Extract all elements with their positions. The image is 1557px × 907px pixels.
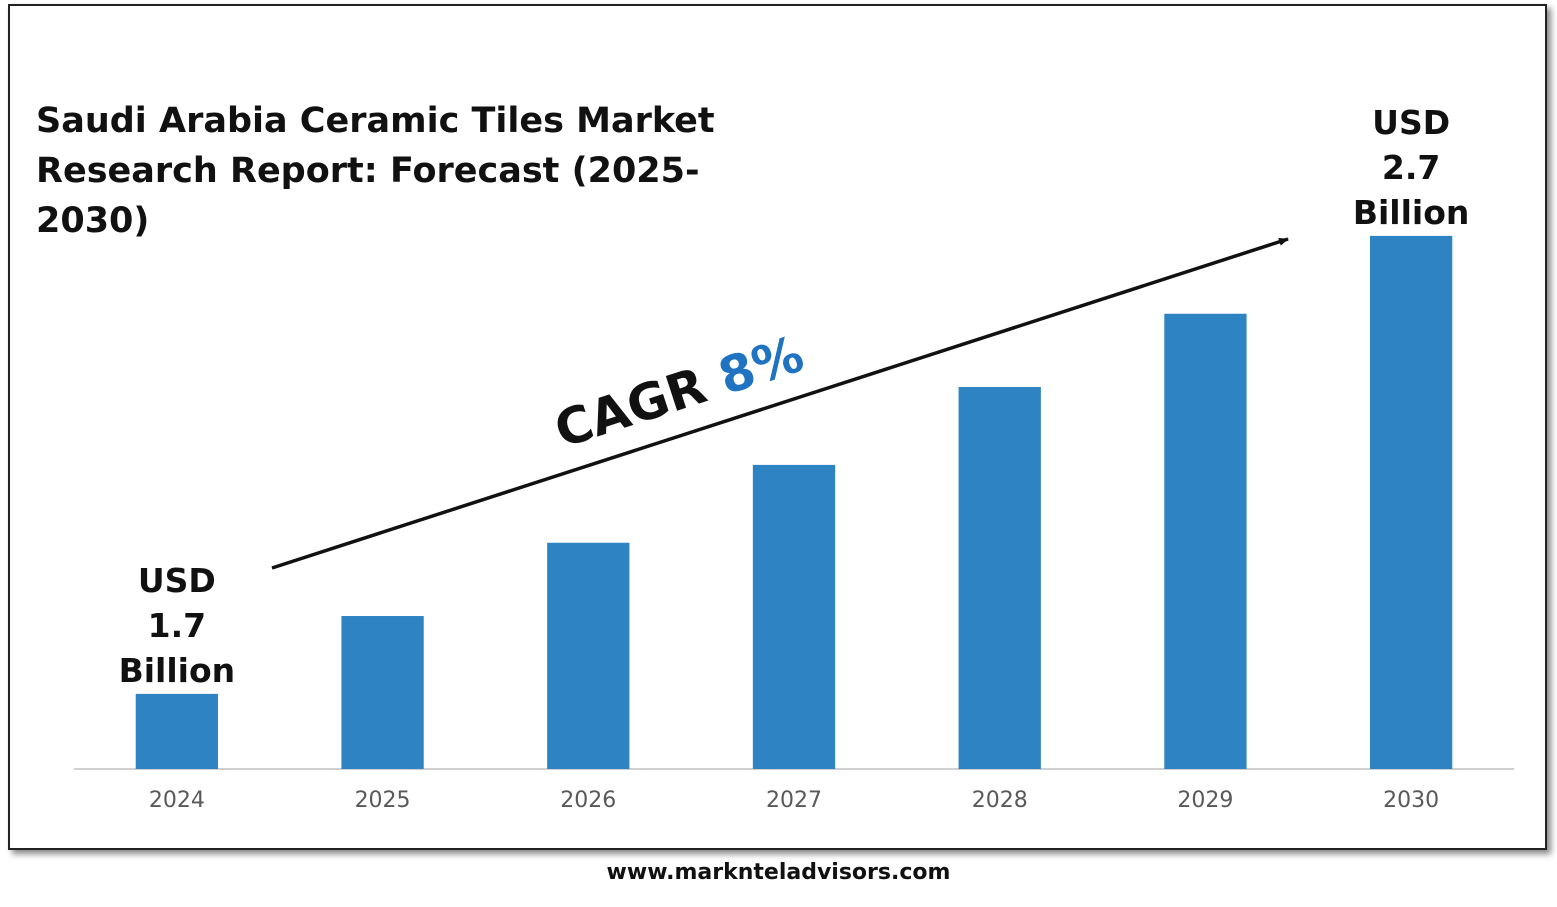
value-label: USD 1.7 Billion xyxy=(119,560,236,689)
bar xyxy=(341,616,424,769)
x-tick-label: 2027 xyxy=(766,788,822,813)
bar xyxy=(547,542,630,769)
x-tick-label: 2028 xyxy=(972,788,1028,813)
value-label: USD 2.7 Billion xyxy=(1353,102,1470,231)
source: www.marknteladvisors.com xyxy=(606,860,951,885)
x-tick-label: 2024 xyxy=(149,788,205,813)
bar xyxy=(752,464,836,769)
trend-arrow xyxy=(271,237,1289,570)
bar xyxy=(135,693,218,769)
chart-title: Saudi Arabia Ceramic Tiles Market Resear… xyxy=(36,101,715,241)
x-tick-label: 2026 xyxy=(560,788,616,813)
x-tick-label: 2025 xyxy=(355,788,411,813)
cagr-annotation: CAGR 8% xyxy=(548,324,811,459)
x-tick-label: 2030 xyxy=(1383,788,1439,813)
cagr-label: CAGR xyxy=(548,356,713,459)
frame xyxy=(8,4,1547,850)
bar xyxy=(1370,235,1453,769)
cagr-value: 8% xyxy=(712,324,811,405)
bar xyxy=(958,387,1041,769)
bar xyxy=(1164,313,1247,769)
x-tick-label: 2029 xyxy=(1177,788,1233,813)
